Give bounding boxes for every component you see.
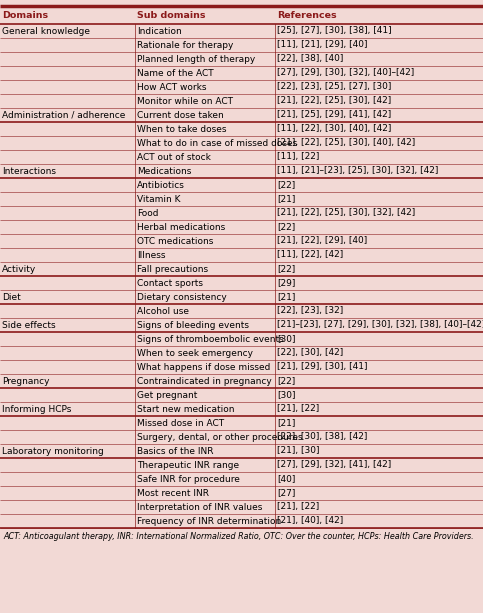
Text: Vitamin K: Vitamin K [137, 194, 181, 204]
Text: [21]: [21] [277, 194, 296, 204]
Text: Start new medication: Start new medication [137, 405, 235, 414]
Text: [25], [27], [30], [38], [41]: [25], [27], [30], [38], [41] [277, 26, 392, 36]
Text: Rationale for therapy: Rationale for therapy [137, 40, 233, 50]
Text: [22]: [22] [277, 180, 295, 189]
Text: Administration / adherence: Administration / adherence [2, 110, 126, 120]
Text: Missed dose in ACT: Missed dose in ACT [137, 419, 224, 427]
Text: [22], [23], [25], [27], [30]: [22], [23], [25], [27], [30] [277, 83, 391, 91]
Text: [21]: [21] [277, 419, 296, 427]
Text: OTC medications: OTC medications [137, 237, 213, 245]
Text: Planned length of therapy: Planned length of therapy [137, 55, 255, 64]
Text: Basics of the INR: Basics of the INR [137, 446, 213, 455]
Text: Name of the ACT: Name of the ACT [137, 69, 213, 77]
Text: [21], [22], [25], [30], [40], [42]: [21], [22], [25], [30], [40], [42] [277, 139, 415, 148]
Text: Contraindicated in pregnancy: Contraindicated in pregnancy [137, 376, 272, 386]
Text: Informing HCPs: Informing HCPs [2, 405, 71, 414]
Text: [21], [30]: [21], [30] [277, 446, 319, 455]
Text: What to do in case of missed doses: What to do in case of missed doses [137, 139, 297, 148]
Bar [0, 8, 483, 528]
Text: [22]: [22] [277, 264, 295, 273]
Text: When to seek emergency: When to seek emergency [137, 349, 253, 357]
Text: [21], [22], [29], [40]: [21], [22], [29], [40] [277, 237, 367, 245]
Text: Interpretation of INR values: Interpretation of INR values [137, 503, 262, 511]
Text: [22], [23], [32]: [22], [23], [32] [277, 306, 343, 316]
Text: ACT: Anticoagulant therapy, INR: International Normalized Ratio, OTC: Over the c: ACT: Anticoagulant therapy, INR: Interna… [3, 532, 474, 541]
Text: Pregnancy: Pregnancy [2, 376, 49, 386]
Text: [21], [22]: [21], [22] [277, 405, 319, 414]
Text: Monitor while on ACT: Monitor while on ACT [137, 96, 233, 105]
Text: Safe INR for procedure: Safe INR for procedure [137, 474, 240, 484]
Text: [11], [22]: [11], [22] [277, 153, 319, 161]
Text: What happens if dose missed: What happens if dose missed [137, 362, 270, 371]
Text: Diet: Diet [2, 292, 21, 302]
Text: Get pregnant: Get pregnant [137, 390, 198, 400]
Text: [21], [29], [30], [41]: [21], [29], [30], [41] [277, 362, 368, 371]
Text: [21], [22], [25], [30], [42]: [21], [22], [25], [30], [42] [277, 96, 391, 105]
Text: Alcohol use: Alcohol use [137, 306, 189, 316]
Text: Indication: Indication [137, 26, 182, 36]
Text: How ACT works: How ACT works [137, 83, 207, 91]
Text: Side effects: Side effects [2, 321, 56, 330]
Text: [11], [22], [30], [40], [42]: [11], [22], [30], [40], [42] [277, 124, 391, 134]
Text: [21], [40], [42]: [21], [40], [42] [277, 517, 343, 525]
Text: [21], [22], [25], [30], [32], [42]: [21], [22], [25], [30], [32], [42] [277, 208, 415, 218]
Text: Domains: Domains [2, 12, 48, 20]
Text: Medications: Medications [137, 167, 191, 175]
Text: [21]–[23], [27], [29], [30], [32], [38], [40]–[42]: [21]–[23], [27], [29], [30], [32], [38],… [277, 321, 483, 330]
Text: [11], [22], [42]: [11], [22], [42] [277, 251, 343, 259]
Text: Herbal medications: Herbal medications [137, 223, 225, 232]
Text: Most recent INR: Most recent INR [137, 489, 209, 498]
Text: [22], [30], [42]: [22], [30], [42] [277, 349, 343, 357]
Text: Signs of bleeding events: Signs of bleeding events [137, 321, 249, 330]
Text: [29]: [29] [277, 278, 296, 287]
Text: Frequency of INR determination: Frequency of INR determination [137, 517, 281, 525]
Text: [40]: [40] [277, 474, 296, 484]
Text: Fall precautions: Fall precautions [137, 264, 208, 273]
Text: [22]: [22] [277, 223, 295, 232]
Text: Activity: Activity [2, 264, 36, 273]
Text: [21], [22]: [21], [22] [277, 503, 319, 511]
Text: [22], [38], [40]: [22], [38], [40] [277, 55, 343, 64]
Text: General knowledge: General knowledge [2, 26, 90, 36]
Text: [11], [21], [29], [40]: [11], [21], [29], [40] [277, 40, 368, 50]
Text: Dietary consistency: Dietary consistency [137, 292, 227, 302]
Text: [11], [21]–[23], [25], [30], [32], [42]: [11], [21]–[23], [25], [30], [32], [42] [277, 167, 439, 175]
Text: Food: Food [137, 208, 158, 218]
Text: [21]: [21] [277, 292, 296, 302]
Text: Surgery, dental, or other procedures: Surgery, dental, or other procedures [137, 433, 303, 441]
Text: [22]: [22] [277, 376, 295, 386]
Text: Current dose taken: Current dose taken [137, 110, 224, 120]
Text: Antibiotics: Antibiotics [137, 180, 185, 189]
Text: Sub domains: Sub domains [137, 12, 205, 20]
Text: Interactions: Interactions [2, 167, 56, 175]
Text: ACT out of stock: ACT out of stock [137, 153, 211, 161]
Text: Contact sports: Contact sports [137, 278, 203, 287]
Text: [27]: [27] [277, 489, 296, 498]
Text: Signs of thromboembolic events: Signs of thromboembolic events [137, 335, 284, 343]
Text: [30]: [30] [277, 390, 296, 400]
Text: [22], [30], [38], [42]: [22], [30], [38], [42] [277, 433, 368, 441]
Text: [27], [29], [30], [32], [40]–[42]: [27], [29], [30], [32], [40]–[42] [277, 69, 414, 77]
Text: [27], [29], [32], [41], [42]: [27], [29], [32], [41], [42] [277, 460, 391, 470]
Text: When to take doses: When to take doses [137, 124, 227, 134]
Text: [21], [25], [29], [41], [42]: [21], [25], [29], [41], [42] [277, 110, 391, 120]
Text: [30]: [30] [277, 335, 296, 343]
Text: Laboratory monitoring: Laboratory monitoring [2, 446, 104, 455]
Text: Illness: Illness [137, 251, 166, 259]
Text: References: References [277, 12, 337, 20]
Text: Therapeutic INR range: Therapeutic INR range [137, 460, 239, 470]
